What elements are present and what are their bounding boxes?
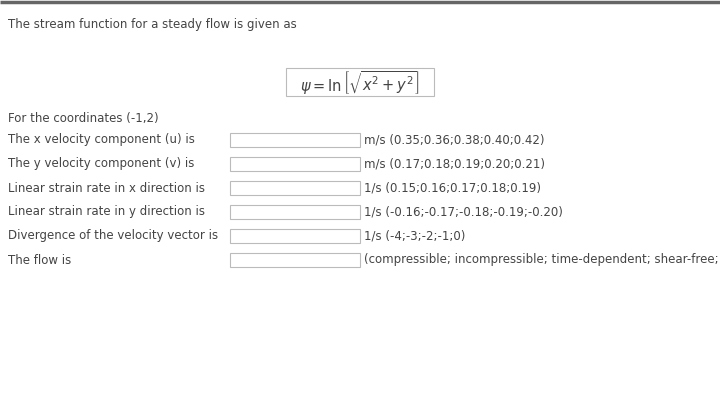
- Text: $\psi = \ln\left[\sqrt{x^2 + y^2}\right]$: $\psi = \ln\left[\sqrt{x^2 + y^2}\right]…: [300, 68, 420, 96]
- Bar: [230, 157, 360, 171]
- Text: (compressible; incompressible; time-dependent; shear-free; dilatant): (compressible; incompressible; time-depe…: [364, 254, 720, 267]
- Text: The x velocity component (u) is: The x velocity component (u) is: [8, 133, 195, 147]
- Text: Linear strain rate in y direction is: Linear strain rate in y direction is: [8, 206, 205, 219]
- Bar: [230, 133, 360, 147]
- Bar: [230, 253, 360, 267]
- Text: m/s (0.35;0.36;0.38;0.40;0.42): m/s (0.35;0.36;0.38;0.40;0.42): [364, 133, 544, 147]
- Text: Divergence of the velocity vector is: Divergence of the velocity vector is: [8, 230, 218, 243]
- Text: The stream function for a steady flow is given as: The stream function for a steady flow is…: [8, 18, 297, 31]
- Text: m/s (0.17;0.18;0.19;0.20;0.21): m/s (0.17;0.18;0.19;0.20;0.21): [364, 158, 545, 171]
- Text: For the coordinates (-1,2): For the coordinates (-1,2): [8, 112, 158, 125]
- Text: The flow is: The flow is: [8, 254, 71, 267]
- Text: 1/s (-0.16;-0.17;-0.18;-0.19;-0.20): 1/s (-0.16;-0.17;-0.18;-0.19;-0.20): [364, 206, 563, 219]
- Bar: [230, 229, 360, 243]
- Bar: [286, 68, 434, 96]
- Bar: [230, 181, 360, 195]
- Bar: [230, 205, 360, 219]
- Text: 1/s (-4;-3;-2;-1;0): 1/s (-4;-3;-2;-1;0): [364, 230, 465, 243]
- Text: 1/s (0.15;0.16;0.17;0.18;0.19): 1/s (0.15;0.16;0.17;0.18;0.19): [364, 182, 541, 195]
- Text: Linear strain rate in x direction is: Linear strain rate in x direction is: [8, 182, 205, 195]
- Text: The y velocity component (v) is: The y velocity component (v) is: [8, 158, 194, 171]
